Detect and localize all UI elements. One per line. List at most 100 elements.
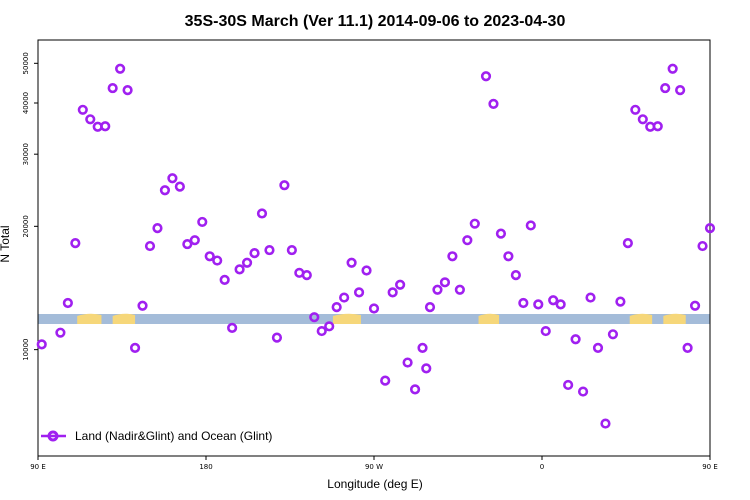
data-point [432,284,443,295]
data-point [439,277,451,288]
data-point [70,238,81,249]
land-strip-segment [112,313,136,324]
data-point [241,257,253,268]
data-point [469,218,480,229]
data-point [540,325,551,337]
y-tick-label: 10000 [22,339,30,361]
plot-frame [37,39,711,457]
y-tick-label: 30000 [22,143,30,165]
data-point [301,270,312,281]
y-tick-label: 50000 [22,52,30,74]
data-point [115,63,126,74]
data-point [361,265,372,276]
data-point [256,208,268,219]
data-point [36,339,47,350]
data-point [704,223,716,234]
x-tick-label: 90 E [30,463,46,471]
data-point [548,295,559,306]
data-point [286,244,297,256]
data-point [462,235,473,246]
data-point [55,327,66,338]
data-point [100,121,111,132]
data-point [234,264,245,275]
data-point [510,270,521,281]
data-point [309,312,320,323]
legend-marker-swatch [47,430,59,442]
data-point [622,238,633,249]
data-point [607,329,619,340]
data-point [159,185,171,196]
data-point [331,302,342,313]
data-point [152,223,163,234]
y-axis-label: N Total [0,225,12,262]
data-point [533,299,544,310]
data-point [197,216,208,228]
data-point [488,98,499,110]
data-point [675,85,686,96]
data-point [279,180,290,191]
legend: Land (Nadir&Glint) and Ocean (Glint) [41,429,272,443]
data-point [395,279,406,290]
data-point [585,292,596,303]
data-point [525,220,536,231]
x-tick-label: 0 [540,463,544,471]
data-point [503,251,514,262]
land-strip-segment [663,313,686,324]
data-point [316,325,327,337]
data-point [682,342,693,353]
data-point [219,274,230,285]
data-point [518,297,529,309]
y-tick-label: 40000 [22,92,30,114]
data-point [368,303,380,314]
data-point [652,121,663,132]
data-point [122,85,133,96]
data-point [144,240,156,252]
data-point [417,342,428,353]
data-point [189,235,200,246]
data-point [182,238,193,250]
data-point [637,114,648,125]
data-point [697,240,708,252]
data-point [353,287,365,298]
data-point [667,63,678,74]
data-point [424,302,436,313]
data-point [600,418,611,429]
data-point [615,296,626,307]
data-point [129,342,141,353]
data-point [107,82,118,94]
x-tick-label: 180 [199,463,212,471]
data-point [592,342,604,353]
data-point [495,228,507,239]
data-point [77,104,88,115]
data-point [480,71,492,82]
data-point [271,332,283,343]
data-point [174,181,185,192]
data-point [555,299,566,310]
data-point [227,322,238,333]
data-point [577,386,589,397]
plot-area: 90 E 180 90 W 0 90 E 10000 20000 30000 40000 5000… [22,39,718,471]
data-point [324,321,335,332]
data-point [402,357,413,368]
data-point [421,363,432,374]
x-tick-label: 90 W [365,463,383,471]
data-point [570,334,581,345]
data-point [387,287,398,298]
data-point [137,300,148,311]
ocean-strip [38,314,710,324]
legend-label: Land (Nadir&Glint) and Ocean (Glint) [75,429,272,443]
data-point [660,82,671,94]
y-tick-label: 20000 [22,215,30,237]
data-point [85,114,96,125]
x-tick-label: 90 E [702,463,718,471]
chart-title: 35S-30S March (Ver 11.1) 2014-09-06 to 2… [185,13,566,30]
data-point [264,244,275,256]
data-point [563,379,574,391]
data-point [346,257,357,268]
land-strip-segment [77,313,102,324]
data-point [167,173,178,184]
data-point [249,248,260,259]
data-point [454,284,465,295]
data-point [380,375,391,386]
